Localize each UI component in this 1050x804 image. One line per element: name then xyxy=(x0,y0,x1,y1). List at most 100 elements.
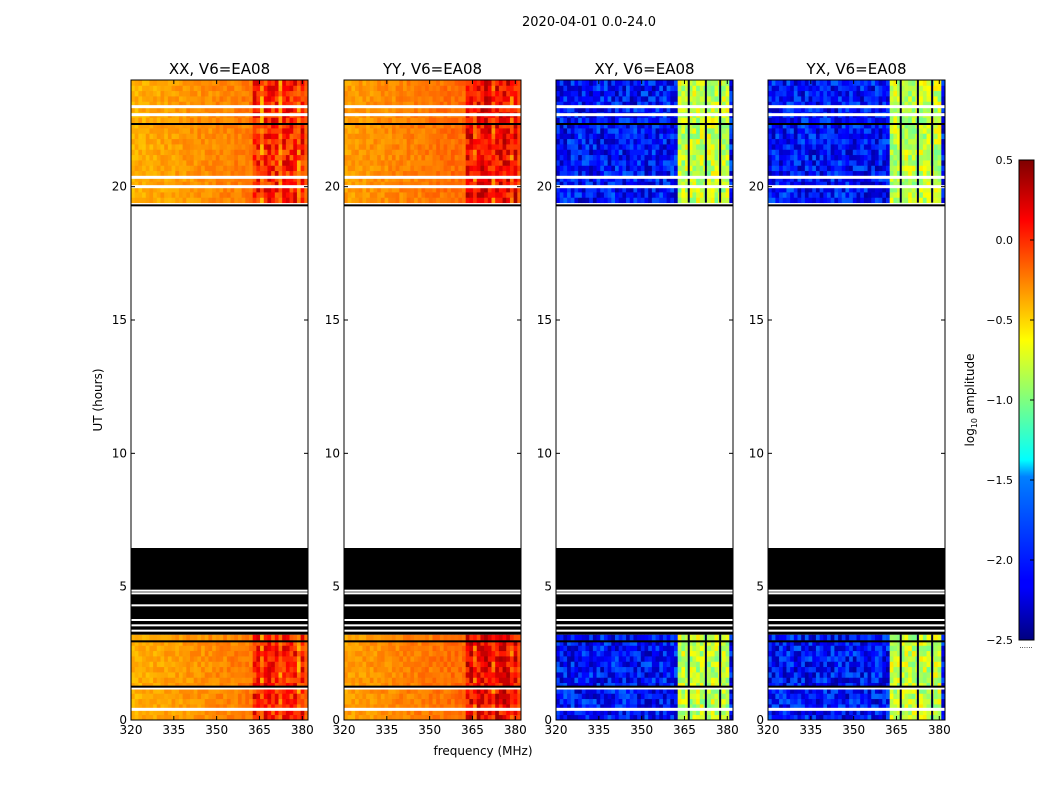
heatmap-cell xyxy=(499,133,503,139)
heatmap-cell xyxy=(186,667,190,673)
heatmap-cell xyxy=(234,149,238,155)
heatmap-cell xyxy=(429,91,433,97)
heatmap-cell xyxy=(392,128,396,134)
heatmap-cell xyxy=(451,645,455,651)
heatmap-cell xyxy=(455,85,459,91)
heatmap-cell xyxy=(351,645,355,651)
heatmap-cell xyxy=(722,661,726,667)
heatmap-cell xyxy=(362,699,366,705)
heatmap-cell xyxy=(234,96,238,102)
heatmap-cell xyxy=(301,96,305,102)
heatmap-cell xyxy=(477,96,481,102)
heatmap-cell xyxy=(220,693,224,699)
heatmap-cell xyxy=(377,139,381,145)
heatmap-cell xyxy=(499,144,503,150)
heatmap-cell xyxy=(597,693,601,699)
heatmap-cell xyxy=(447,672,451,678)
heatmap-cell xyxy=(260,645,264,651)
heatmap-cell xyxy=(645,171,649,177)
heatmap-cell xyxy=(175,165,179,171)
heatmap-cell xyxy=(164,133,168,139)
heatmap-cell xyxy=(242,144,246,150)
heatmap-cell xyxy=(514,635,518,641)
heatmap-cell xyxy=(560,645,564,651)
heatmap-cell xyxy=(153,667,157,673)
heatmap-cell xyxy=(626,672,630,678)
heatmap-cell xyxy=(131,661,135,667)
heatmap-cell xyxy=(514,149,518,155)
heatmap-cell xyxy=(615,693,619,699)
heatmap-cell xyxy=(138,693,142,699)
heatmap-cell xyxy=(149,155,153,161)
heatmap-cell xyxy=(396,160,400,166)
heatmap-cell xyxy=(715,635,719,641)
heatmap-cell xyxy=(238,192,242,198)
heatmap-cell xyxy=(407,160,411,166)
heatmap-cell xyxy=(190,139,194,145)
heatmap-cell xyxy=(359,128,363,134)
heatmap-cell xyxy=(403,91,407,97)
heatmap-cell xyxy=(410,192,414,198)
heatmap-cell xyxy=(175,139,179,145)
heatmap-cell xyxy=(256,96,260,102)
heatmap-cell xyxy=(366,699,370,705)
heatmap-cell xyxy=(208,197,212,203)
heatmap-cell xyxy=(253,635,257,641)
heatmap-cell xyxy=(469,693,473,699)
heatmap-cell xyxy=(447,677,451,683)
heatmap-cell xyxy=(407,197,411,203)
heatmap-cell xyxy=(168,651,172,657)
heatmap-cell xyxy=(447,85,451,91)
heatmap-cell xyxy=(290,128,294,134)
heatmap-cell xyxy=(186,192,190,198)
heatmap-cell xyxy=(484,667,488,673)
heatmap-cell xyxy=(670,160,674,166)
heatmap-cell xyxy=(279,656,283,662)
heatmap-cell xyxy=(190,656,194,662)
heatmap-cell xyxy=(514,192,518,198)
heatmap-cell xyxy=(351,672,355,678)
heatmap-cell xyxy=(715,645,719,651)
heatmap-cell xyxy=(503,85,507,91)
heatmap-cell xyxy=(286,133,290,139)
heatmap-cell xyxy=(260,85,264,91)
heatmap-cell xyxy=(436,661,440,667)
heatmap-cell xyxy=(466,165,470,171)
heatmap-cell xyxy=(455,155,459,161)
heatmap-cell xyxy=(458,699,462,705)
heatmap-cell xyxy=(396,645,400,651)
heatmap-cell xyxy=(161,155,165,161)
heatmap-cell xyxy=(275,171,279,177)
x-tick-label: 335 xyxy=(162,723,185,737)
heatmap-cell xyxy=(197,117,201,123)
heatmap-cell xyxy=(414,661,418,667)
heatmap-cell xyxy=(403,651,407,657)
heatmap-cell xyxy=(506,656,510,662)
heatmap-cell xyxy=(637,192,641,198)
heatmap-cell xyxy=(418,667,422,673)
heatmap-cell xyxy=(344,645,348,651)
heatmap-cell xyxy=(234,128,238,134)
heatmap-cell xyxy=(179,128,183,134)
heatmap-cell xyxy=(275,149,279,155)
heatmap-cell xyxy=(175,128,179,134)
heatmap-cell xyxy=(238,635,242,641)
heatmap-cell xyxy=(622,651,626,657)
heatmap-cell xyxy=(477,91,481,97)
heatmap-cell xyxy=(604,677,608,683)
heatmap-cell xyxy=(370,171,374,177)
heatmap-cell xyxy=(399,155,403,161)
heatmap-cell xyxy=(681,693,685,699)
heatmap-cell xyxy=(425,149,429,155)
heatmap-cell xyxy=(633,192,637,198)
heatmap-cell xyxy=(153,171,157,177)
heatmap-cell xyxy=(212,149,216,155)
heatmap-cell xyxy=(175,85,179,91)
heatmap-cell xyxy=(678,197,682,203)
heatmap-cell xyxy=(506,149,510,155)
heatmap-cell xyxy=(604,635,608,641)
heatmap-cell xyxy=(256,197,260,203)
heatmap-cell xyxy=(264,139,268,145)
heatmap-cell xyxy=(245,656,249,662)
heatmap-cell xyxy=(179,693,183,699)
